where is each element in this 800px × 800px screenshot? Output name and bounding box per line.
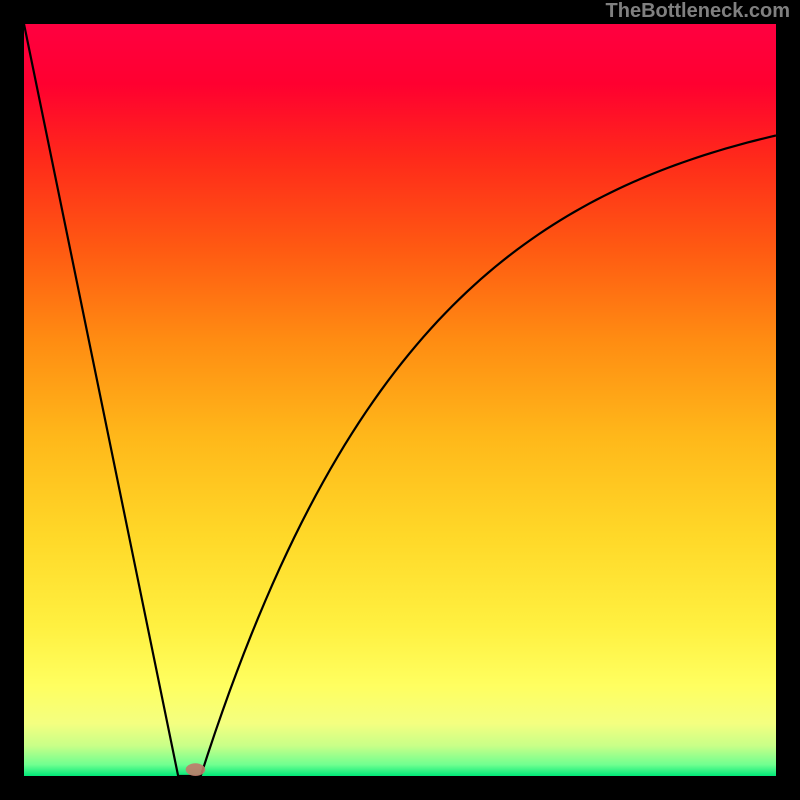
chart-frame: TheBottleneck.com <box>0 0 800 800</box>
plot-area <box>24 24 776 776</box>
optimum-marker <box>186 763 206 776</box>
watermark-text: TheBottleneck.com <box>606 0 790 23</box>
plot-background <box>24 24 776 776</box>
curve-svg <box>24 24 776 776</box>
